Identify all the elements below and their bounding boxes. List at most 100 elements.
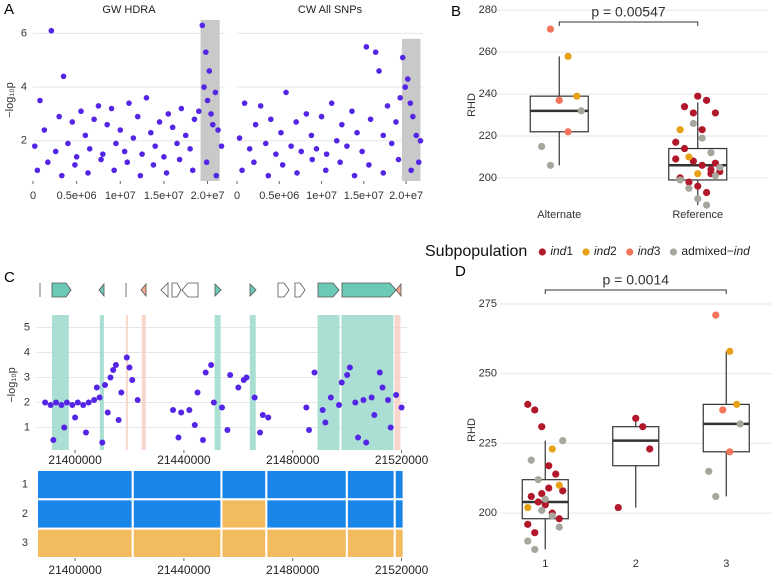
- point: [107, 374, 114, 381]
- point: [150, 162, 157, 168]
- point: [175, 434, 182, 441]
- point: [227, 372, 234, 378]
- haplotype-block: [36, 469, 134, 501]
- point: [376, 369, 383, 376]
- highlight-region: [125, 315, 128, 450]
- point: [191, 116, 198, 123]
- point: [45, 159, 51, 166]
- point: [37, 97, 43, 104]
- y-tick-label: 1: [24, 421, 30, 433]
- gene: [160, 282, 169, 298]
- point: [413, 132, 420, 139]
- point: [134, 397, 141, 403]
- point: [72, 414, 79, 421]
- point: [85, 170, 91, 176]
- haplotype-block: [345, 469, 396, 501]
- point: [148, 129, 154, 136]
- gene: [395, 282, 402, 298]
- point: [252, 121, 259, 128]
- point: [402, 84, 409, 90]
- point: [676, 176, 684, 184]
- gene: [277, 282, 290, 298]
- point: [212, 89, 219, 96]
- point: [685, 184, 693, 192]
- point: [53, 399, 60, 406]
- point: [689, 119, 697, 127]
- haplotype-block: [393, 469, 405, 501]
- point: [99, 439, 106, 446]
- gene: [98, 282, 105, 298]
- point: [65, 140, 71, 147]
- haplotype-block: [265, 469, 348, 501]
- gene: [317, 282, 340, 298]
- point: [143, 95, 150, 101]
- y-tick-label: 240: [479, 88, 497, 100]
- x-tick-label: 1.5e+07: [344, 190, 384, 202]
- point: [372, 49, 379, 55]
- highlight-region: [99, 315, 104, 450]
- box: [702, 403, 750, 453]
- gene-track: [39, 282, 402, 298]
- x-tick-label: 21440000: [157, 563, 211, 577]
- point: [541, 495, 549, 503]
- point: [91, 116, 97, 123]
- point: [117, 127, 124, 133]
- point: [559, 437, 567, 445]
- point: [239, 167, 245, 174]
- x-tick-label: 21400000: [48, 563, 102, 577]
- haplotype-block: [36, 498, 134, 530]
- point: [524, 537, 532, 545]
- point: [552, 470, 560, 478]
- point: [235, 384, 242, 391]
- point: [194, 389, 201, 396]
- point: [534, 498, 542, 506]
- point: [273, 151, 279, 157]
- point: [344, 143, 350, 149]
- x-tick-label: 21400000: [48, 453, 102, 467]
- point: [208, 111, 214, 117]
- haplotype-block: [220, 527, 268, 560]
- point: [104, 409, 111, 416]
- x-tick-label: 1e+07: [105, 190, 136, 202]
- point: [698, 161, 706, 169]
- gene: [249, 283, 257, 297]
- y-tick-label: 250: [479, 368, 497, 380]
- gene: [181, 282, 199, 298]
- haplotype-block: [220, 498, 268, 530]
- point: [384, 103, 391, 109]
- point: [639, 423, 647, 431]
- point: [388, 140, 395, 147]
- point: [702, 188, 711, 197]
- x-tick-label: 21480000: [266, 563, 320, 577]
- point: [680, 103, 689, 111]
- highlight-region: [249, 315, 256, 450]
- point: [417, 137, 424, 144]
- point: [204, 97, 211, 104]
- point: [685, 153, 693, 161]
- point: [303, 111, 310, 117]
- point: [311, 369, 318, 376]
- point: [672, 155, 680, 163]
- x-tick-label: 2.0+e7: [191, 190, 225, 202]
- point: [716, 163, 724, 171]
- point: [328, 100, 335, 106]
- point: [736, 420, 744, 428]
- point: [176, 156, 183, 163]
- significance-bracket: [544, 289, 727, 294]
- point: [48, 27, 55, 34]
- point: [380, 132, 387, 139]
- point: [294, 170, 300, 176]
- legend-label: admixed−ind: [681, 244, 750, 258]
- y-axis-label: −log₁₀p: [4, 82, 16, 118]
- annotation: p = 0.00547: [591, 4, 666, 20]
- point: [531, 406, 539, 414]
- point: [161, 154, 167, 160]
- point: [85, 399, 92, 406]
- point: [339, 121, 345, 128]
- highlight-region: [317, 315, 340, 450]
- point: [538, 142, 546, 151]
- point: [69, 119, 76, 125]
- panel-letter: A: [4, 1, 14, 18]
- point: [182, 132, 189, 139]
- point: [541, 501, 549, 509]
